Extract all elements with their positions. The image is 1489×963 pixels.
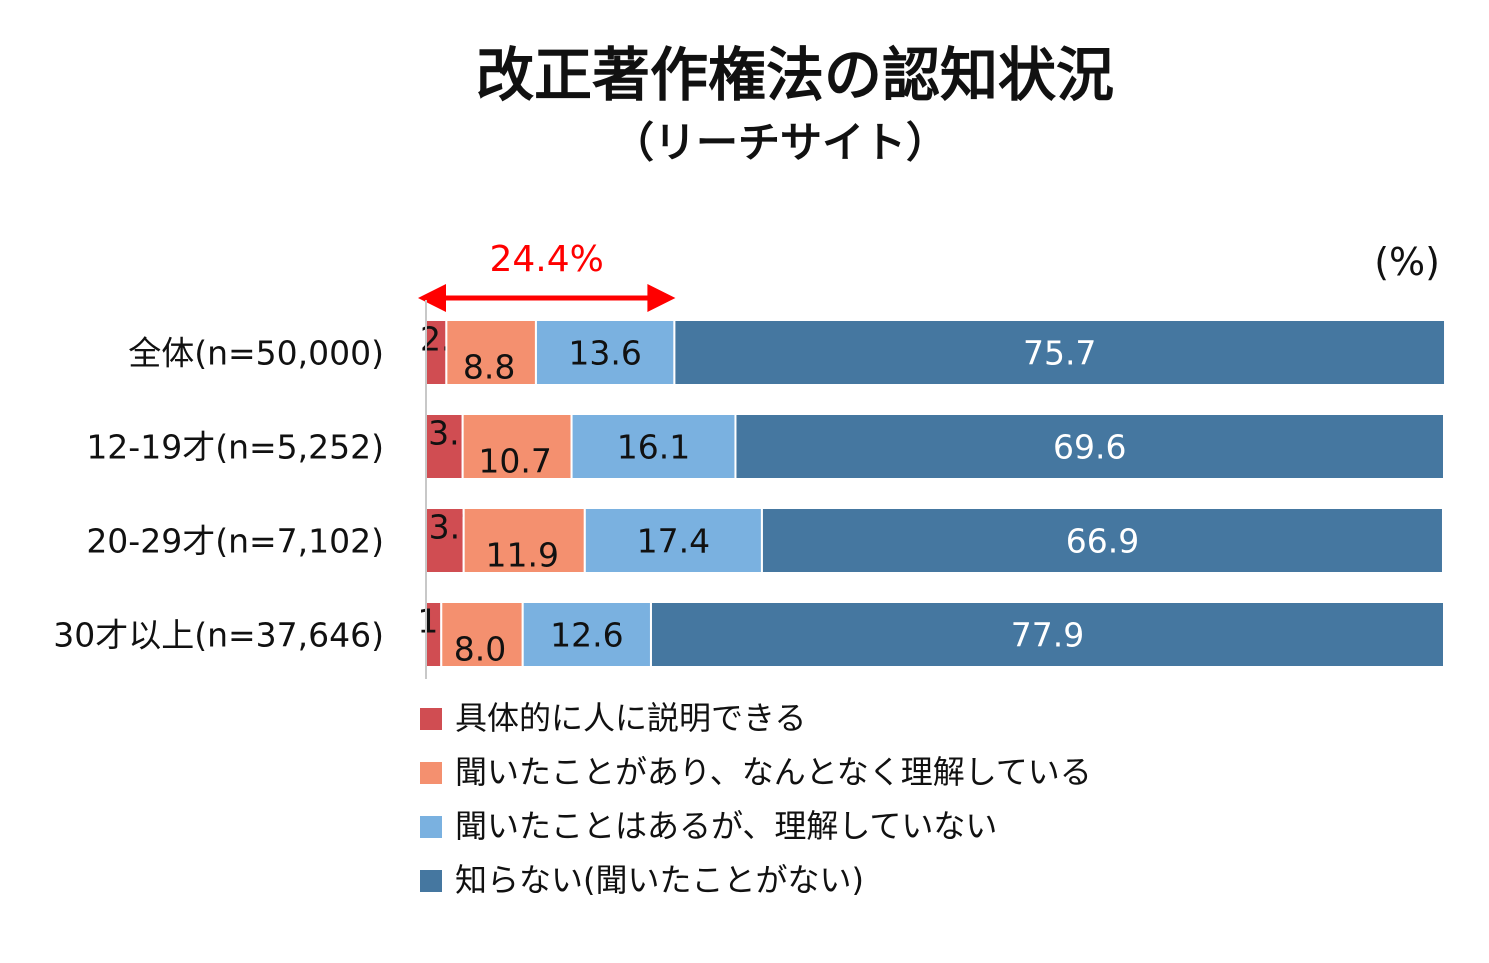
- data-label: 13.6: [568, 334, 641, 373]
- legend-swatch: [420, 870, 442, 892]
- data-label: 10.7: [478, 442, 551, 481]
- legend-label: 聞いたことがあり、なんとなく理解している: [455, 753, 1092, 791]
- legend: 具体的に人に説明できる聞いたことがあり、なんとなく理解している聞いたことはあるが…: [420, 699, 1092, 899]
- bar-segment: [534, 319, 676, 386]
- data-label: 8.0: [454, 630, 506, 669]
- legend-swatch: [420, 816, 442, 838]
- legend-label: 知らない(聞いたことがない): [455, 861, 864, 899]
- legend-label: 聞いたことはあるが、理解していない: [455, 807, 997, 845]
- bar-segment: [462, 507, 586, 574]
- data-label: 17.4: [637, 522, 710, 561]
- category-label: 全体(n=50,000): [128, 334, 384, 373]
- bar-segment: [760, 507, 1444, 574]
- data-label: 16.1: [617, 428, 690, 467]
- annotation-arrowhead-left: [418, 284, 446, 312]
- legend-swatch: [420, 762, 442, 784]
- legend-label: 具体的に人に説明できる: [455, 699, 806, 737]
- data-label: 77.9: [1011, 616, 1084, 655]
- bar-segment: [734, 413, 1445, 480]
- data-label: 11.9: [485, 536, 558, 575]
- category-label: 20-29才(n=7,102): [86, 522, 384, 561]
- legend-swatch: [420, 708, 442, 730]
- data-label: 66.9: [1066, 522, 1139, 561]
- bar-segment: [461, 413, 573, 480]
- bar-segment: [673, 319, 1447, 386]
- bar-segment: [583, 507, 763, 574]
- annotation-label: 24.4%: [490, 239, 604, 280]
- data-label: 12.6: [550, 616, 623, 655]
- range-annotation: 24.4%: [418, 239, 676, 312]
- bar-segment: [649, 601, 1445, 668]
- chart-title: 改正著作権法の認知状況: [476, 41, 1114, 109]
- annotation-arrowhead-right: [647, 284, 676, 312]
- data-label: 75.7: [1023, 334, 1096, 373]
- category-label: 12-19才(n=5,252): [86, 428, 384, 467]
- bar-segment: [570, 413, 737, 480]
- chart-subtitle: （リーチサイト）: [612, 118, 948, 167]
- bar-segment: [445, 319, 537, 386]
- data-label: 8.8: [463, 348, 515, 387]
- bars: 全体(n=50,000)2.08.813.675.712-19才(n=5,252…: [53, 300, 1447, 679]
- unit-label: (%): [1374, 240, 1440, 284]
- category-label: 30才以上(n=37,646): [53, 616, 384, 655]
- data-label: 69.6: [1053, 428, 1126, 467]
